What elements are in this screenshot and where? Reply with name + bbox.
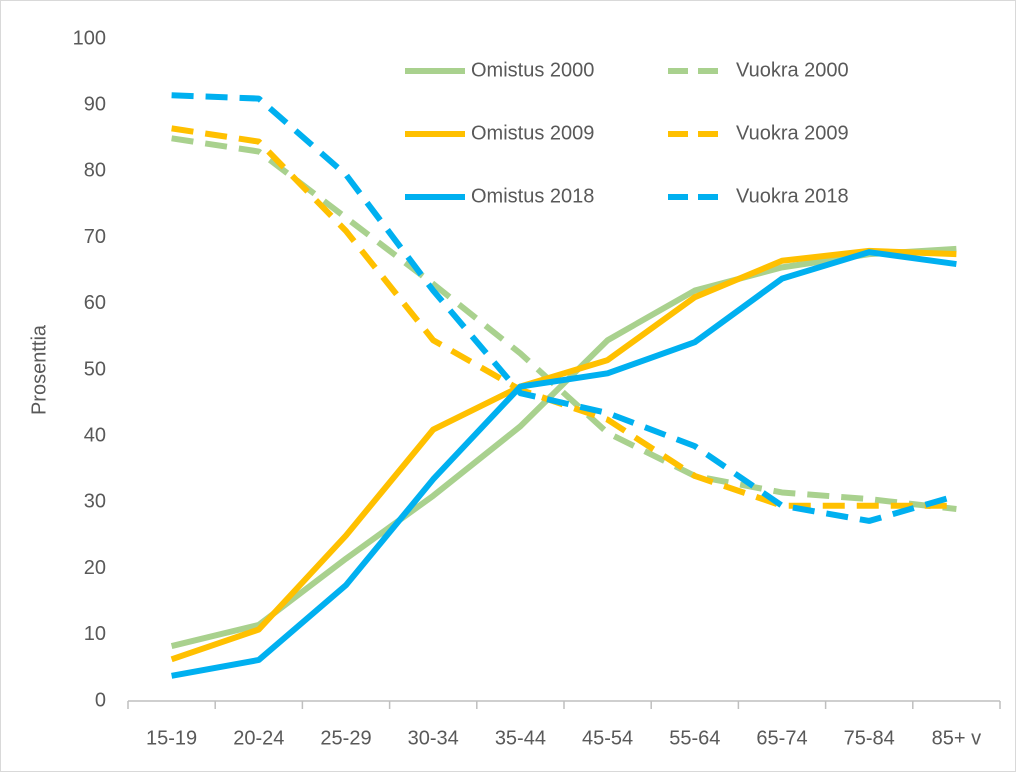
- series-line: [171, 249, 957, 679]
- x-tick-label: 45-54: [582, 727, 633, 749]
- y-tick-label: 80: [84, 160, 106, 182]
- legend-label: Omistus 2000: [471, 59, 594, 81]
- series-line: [170, 245, 957, 649]
- x-tick-label: 65-74: [756, 727, 807, 749]
- legend-label: Vuokra 2000: [736, 59, 849, 81]
- x-tick-label: 75-84: [844, 727, 895, 749]
- legend-label: Vuokra 2009: [736, 122, 849, 144]
- y-tick-label: 30: [84, 491, 106, 513]
- series-line: [170, 247, 957, 663]
- series-line: [171, 125, 957, 509]
- x-tick-label: 30-34: [408, 727, 459, 749]
- x-tick-label: 15-19: [146, 727, 197, 749]
- legend-label: Omistus 2018: [471, 185, 594, 207]
- y-tick-label: 90: [84, 93, 106, 115]
- y-tick-label: 100: [73, 27, 106, 49]
- y-tick-label: 10: [84, 623, 106, 645]
- x-tick-label: 55-64: [669, 727, 720, 749]
- legend-label: Omistus 2009: [471, 122, 594, 144]
- legend-label: Vuokra 2018: [736, 185, 849, 207]
- series-line: [171, 92, 958, 524]
- x-tick-label: 35-44: [495, 727, 546, 749]
- y-tick-label: 70: [84, 226, 106, 248]
- y-axis-label: Prosenttia: [28, 324, 50, 415]
- x-tick-label: 20-24: [233, 727, 284, 749]
- y-tick-label: 50: [84, 358, 106, 380]
- x-tick-label: 25-29: [320, 727, 371, 749]
- y-tick-label: 20: [84, 557, 106, 579]
- x-tick-label: 85+ v: [932, 727, 981, 749]
- y-tick-label: 0: [95, 689, 106, 711]
- y-tick-label: 40: [84, 424, 106, 446]
- y-tick-label: 60: [84, 292, 106, 314]
